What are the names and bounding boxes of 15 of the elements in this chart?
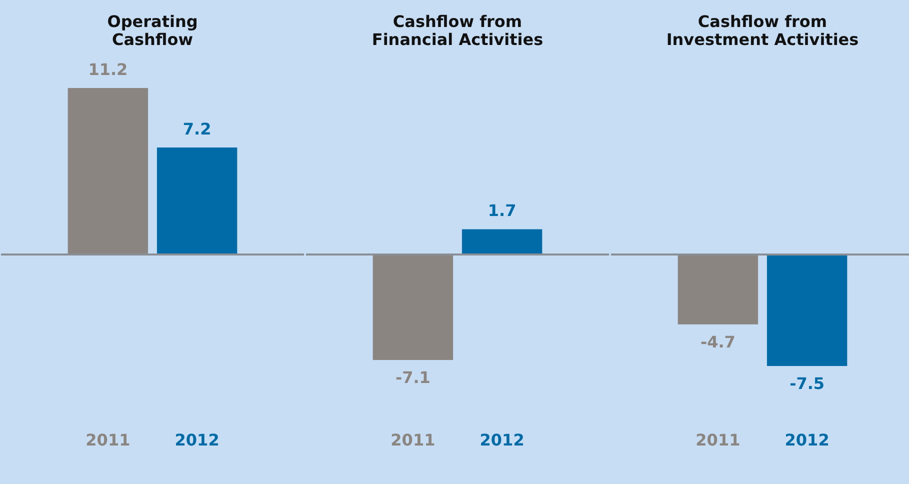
data-label: 11.2 (88, 60, 128, 79)
x-tick-label: 2011 (86, 430, 130, 450)
data-label: 1.7 (488, 201, 516, 220)
x-tick-label: 2012 (480, 430, 524, 450)
x-tick-label: 2011 (696, 430, 740, 450)
data-label: 7.2 (182, 119, 212, 138)
data-label: -7.1 (395, 368, 430, 388)
data-label: -4.7 (700, 332, 736, 352)
chart-title: Cashflow from Financial Activities (372, 12, 544, 49)
chart-title: Operating Cashflow (107, 12, 198, 49)
data-label: -7.5 (790, 374, 825, 393)
x-tick-label: 2012 (784, 430, 830, 450)
x-tick-label: 2011 (390, 430, 436, 450)
chart-title: Cashflow from Investment Activities (666, 12, 859, 49)
x-tick-label: 2012 (174, 430, 220, 450)
